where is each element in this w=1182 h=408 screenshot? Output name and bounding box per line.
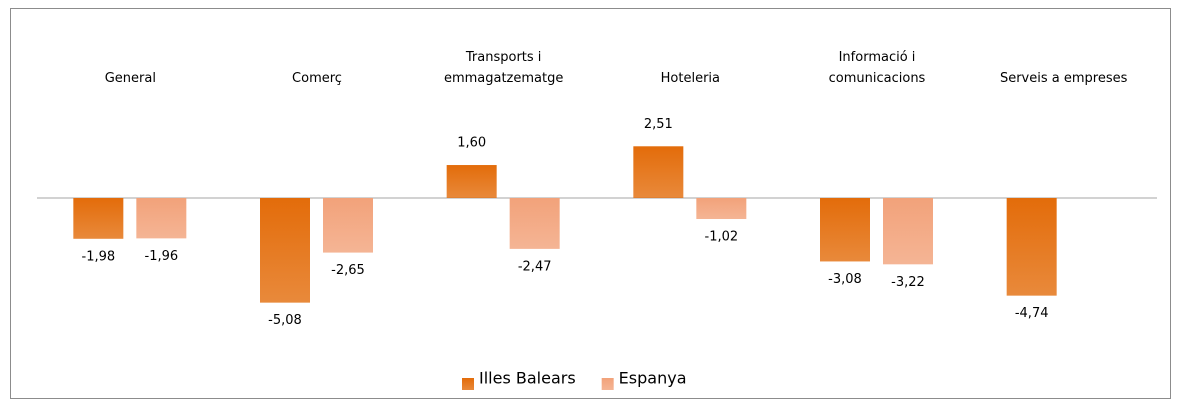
bar: [1006, 198, 1057, 296]
chart-border: [10, 8, 1171, 399]
value-label: -2,47: [518, 259, 552, 274]
category-label: Comerç: [292, 71, 342, 86]
legend-swatch: [601, 378, 614, 390]
value-label: 1,60: [457, 136, 486, 151]
bar: [633, 146, 684, 198]
legend-label: Illes Balears: [479, 369, 576, 388]
bar: [260, 198, 310, 303]
value-label: -1,02: [705, 230, 739, 245]
value-label: -4,74: [1015, 306, 1049, 321]
bar: [696, 198, 747, 220]
category-label: Hoteleria: [661, 71, 720, 86]
value-label: -1,98: [82, 249, 116, 264]
bar: [820, 198, 870, 262]
category-label: Serveis a empreses: [1000, 71, 1128, 86]
value-label: -1,96: [145, 249, 179, 264]
value-label: -3,22: [891, 275, 925, 290]
bar: [446, 165, 497, 198]
bar: [136, 198, 187, 239]
value-label: 2,51: [644, 117, 673, 132]
category-label: Transports i emmagatzematge: [444, 50, 563, 86]
bar: [323, 198, 373, 253]
bar: [883, 198, 933, 265]
value-label: -3,08: [828, 272, 862, 287]
category-label: General: [105, 71, 156, 86]
category-label: Informació i comunicacions: [829, 50, 926, 86]
bar: [73, 198, 124, 239]
bar: [509, 198, 560, 249]
value-label: -2,65: [331, 263, 365, 278]
legend-label: Espanya: [619, 369, 687, 388]
legend-swatch: [462, 378, 474, 390]
value-label: -5,08: [268, 313, 302, 328]
